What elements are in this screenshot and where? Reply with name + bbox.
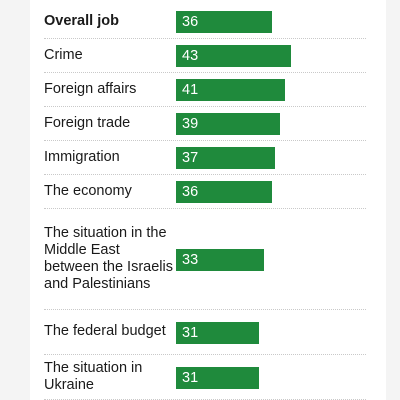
bar-value-label: 37	[182, 150, 199, 166]
category-label: The federal budget	[44, 323, 166, 339]
category-label: The situation in the Middle East between…	[44, 225, 173, 292]
bar-row: Foreign trade 39	[44, 107, 366, 141]
bar-row: The economy 36	[44, 175, 366, 209]
category-label: The economy	[44, 183, 132, 199]
bar: 39	[176, 113, 280, 135]
chart-panel: Overall job 36 Crime 43 Foreign affairs 41 For…	[30, 0, 386, 400]
bar: 33	[176, 249, 264, 271]
bar: 43	[176, 45, 291, 67]
bar: 41	[176, 79, 285, 101]
category-label: Foreign trade	[44, 115, 131, 131]
category-label: Overall job	[44, 13, 119, 29]
bar-value-label: 31	[182, 370, 199, 386]
bar-row: The situation in Ukraine 31	[44, 355, 366, 400]
category-label: Crime	[44, 47, 83, 63]
category-label: The situation in Ukraine	[44, 360, 143, 393]
bar-row: The federal budget 31	[44, 310, 366, 355]
bar-row: The situation in the Middle East between…	[44, 209, 366, 310]
category-label: Foreign affairs	[44, 81, 137, 97]
bar-row: Overall job 36	[44, 5, 366, 39]
category-label: Immigration	[44, 149, 120, 165]
bar: 37	[176, 147, 275, 169]
bar-row: Foreign affairs 41	[44, 73, 366, 107]
bar-value-label: 43	[182, 48, 199, 64]
bar-value-label: 41	[182, 82, 199, 98]
bar-row: Immigration 37	[44, 141, 366, 175]
bar-value-label: 36	[182, 184, 199, 200]
bar: 36	[176, 11, 272, 33]
bar-value-label: 36	[182, 14, 199, 30]
bar-value-label: 33	[182, 252, 199, 268]
bar-value-label: 31	[182, 325, 199, 341]
bar-value-label: 39	[182, 116, 199, 132]
bar-row: Crime 43	[44, 39, 366, 73]
bar: 31	[176, 322, 259, 344]
bar: 31	[176, 367, 259, 389]
bar: 36	[176, 181, 272, 203]
